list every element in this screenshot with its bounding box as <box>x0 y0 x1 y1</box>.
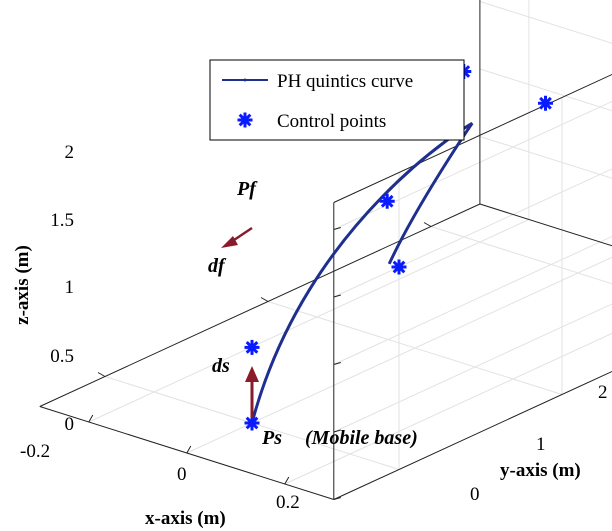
side-grid-line <box>333 235 612 365</box>
floor-grid-line <box>88 219 530 423</box>
direction-arrows <box>221 226 259 418</box>
side-grid-line <box>333 303 612 433</box>
axes-box-edge <box>333 73 612 203</box>
legend: PH quintics curve Control points <box>209 59 465 141</box>
x-tick-mark <box>284 476 290 485</box>
control-point-marker-stroke <box>392 260 406 274</box>
control-point-marker <box>538 95 553 111</box>
control-point-marker-stroke <box>539 96 552 110</box>
z-tick-label: 0 <box>65 414 75 435</box>
floor-grid-line <box>284 332 612 485</box>
back-grid-line <box>480 0 612 27</box>
control-point-marker <box>244 339 260 355</box>
control-point-marker-stroke <box>245 341 259 354</box>
z-tick-mark <box>333 227 341 230</box>
ps-label: Ps <box>261 427 282 449</box>
x-tick-label: 0 <box>177 464 187 485</box>
pf-label: Pf <box>236 178 258 200</box>
legend-curve-marker <box>243 78 247 82</box>
y-tick-label: 2 <box>598 382 608 403</box>
legend-points-swatch <box>237 112 253 128</box>
legend-star-stroke <box>238 113 252 127</box>
x-tick-label: -0.2 <box>20 441 50 462</box>
back-grid-line <box>479 203 612 247</box>
z-tick-label: 2 <box>65 142 75 163</box>
ph-quintic-curve-line <box>250 121 474 424</box>
y-tick-label: 1 <box>536 434 546 455</box>
legend-curve-label: PH quintics curve <box>277 71 413 92</box>
y-axis-label: y-axis (m) <box>500 460 581 481</box>
y-tick-mark <box>260 297 269 302</box>
back-grid-line <box>479 1 612 44</box>
control-point-marker <box>391 259 407 275</box>
z-tick-mark <box>333 497 341 500</box>
y-tick-label: 0 <box>470 484 480 505</box>
control-point-marker-stroke <box>245 416 259 430</box>
z-tick-mark <box>333 294 341 298</box>
mobile-base-label: (Mobile base) <box>305 427 418 449</box>
axes-box-edge <box>333 370 612 500</box>
df-label: df <box>208 255 227 277</box>
floor-grid-line <box>430 226 612 285</box>
axes-box-edge <box>479 203 612 247</box>
side-grid-line <box>333 100 612 230</box>
legend-box <box>209 59 465 141</box>
df-arrow-head <box>221 236 238 248</box>
x-axis-label: x-axis (m) <box>145 508 226 529</box>
tick-labels: 0 0.5 1 1.5 2 -0.2 0 0.2 0 1 2 <box>20 142 608 513</box>
z-tick-label: 0.5 <box>50 346 74 367</box>
x-tick-mark <box>88 414 94 423</box>
side-grid-line <box>333 168 612 298</box>
legend-points-label: Control points <box>277 111 386 132</box>
control-point-marker-stroke <box>380 194 394 208</box>
x-tick-mark <box>186 445 192 454</box>
y-tick-mark <box>97 372 106 377</box>
floor-grid-line <box>186 256 612 454</box>
legend-star <box>237 112 253 128</box>
ds-label: ds <box>212 355 230 377</box>
annotations: Ps (Mobile base) Pf ds df <box>208 178 418 449</box>
back-grid-line <box>479 68 612 112</box>
floor-grid-line <box>267 301 563 395</box>
axes-box-edge <box>39 203 481 407</box>
z-tick-mark <box>333 362 341 365</box>
back-grid-line <box>479 136 612 179</box>
z-axis-label: z-axis (m) <box>12 245 33 325</box>
z-tick-label: 1 <box>65 277 75 298</box>
tick-marks <box>88 222 432 500</box>
x-tick-label: 0.2 <box>276 492 300 513</box>
z-tick-label: 1.5 <box>50 210 74 231</box>
ds-arrow-head <box>245 366 259 382</box>
y-tick-mark <box>423 222 432 227</box>
control-point-marker <box>379 193 395 209</box>
z-tick-mark <box>333 429 341 433</box>
